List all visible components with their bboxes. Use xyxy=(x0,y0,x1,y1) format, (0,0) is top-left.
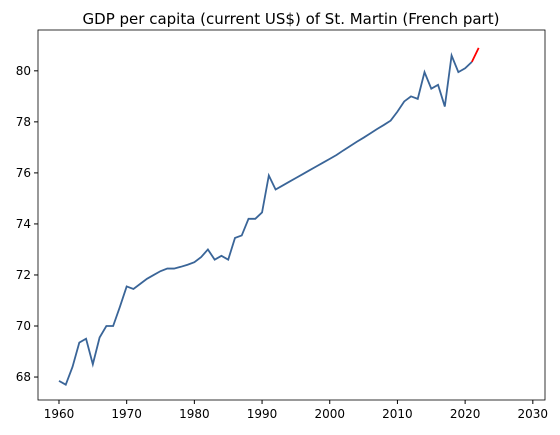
x-tick-label: 2020 xyxy=(450,407,481,421)
x-tick-label: 2010 xyxy=(382,407,413,421)
x-tick-label: 1980 xyxy=(179,407,210,421)
y-tick-label: 76 xyxy=(16,166,31,180)
x-tick-label: 2030 xyxy=(518,407,549,421)
y-tick-label: 72 xyxy=(16,268,31,282)
plot-frame xyxy=(37,29,546,401)
x-tick-label: 2000 xyxy=(314,407,345,421)
x-tick-label: 1960 xyxy=(44,407,75,421)
y-tick-label: 68 xyxy=(16,370,31,384)
x-tick-label: 1970 xyxy=(111,407,142,421)
y-tick-label: 80 xyxy=(16,64,31,78)
y-tick-label: 74 xyxy=(16,217,31,231)
y-tick-label: 78 xyxy=(16,115,31,129)
y-tick-label: 70 xyxy=(16,319,31,333)
chart-title: GDP per capita (current US$) of St. Mart… xyxy=(83,10,500,28)
x-tick-label: 1990 xyxy=(247,407,278,421)
series-line xyxy=(58,52,473,386)
series-line xyxy=(471,47,480,63)
